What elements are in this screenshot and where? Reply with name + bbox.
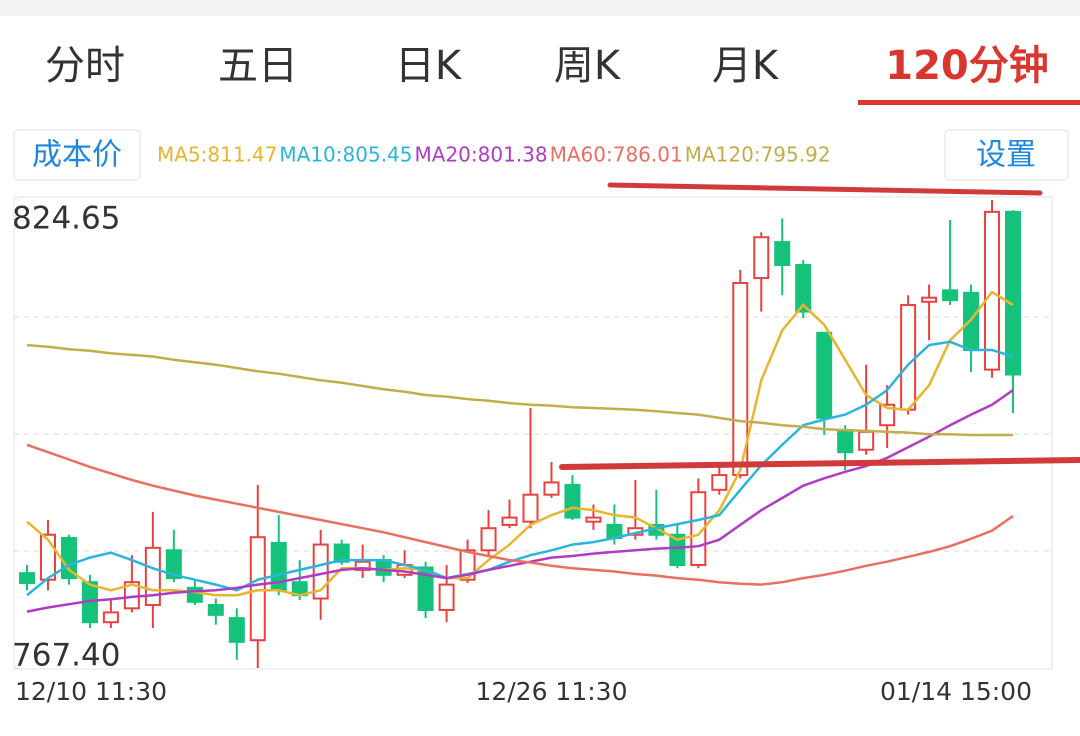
tab-bar: 分时 五日 日K 周K 月K 120分钟 [45,43,1080,105]
candle-body [753,236,770,280]
drawn-annotation [559,457,1080,470]
legend-entry: MA10:805.45 [279,143,412,167]
legend-entry: MA60:786.01 [550,143,683,167]
cost-button-label[interactable]: 成本价 [32,138,122,173]
candle-body [1005,210,1021,376]
candle-body [732,281,749,477]
candle-body [354,560,371,571]
ma-line [26,343,1013,437]
y-tick-label: 824.65 [12,201,120,237]
plot: 824.65 767.40 12/10 11:30 12/26 11:30 01/14 … [12,199,1052,706]
candle-body [102,611,119,624]
candle-body [564,483,581,519]
candle-body [858,430,875,451]
candle-body [165,549,182,580]
y-tick-label: 767.40 [12,638,120,674]
candle-body [669,533,686,566]
candle-body [417,566,434,611]
tab[interactable]: 五日 [218,43,298,89]
candle-body [19,572,35,584]
candle-body [480,527,497,552]
settings-button[interactable] [944,129,1069,181]
tab-underline [858,100,1080,105]
candle-body [774,241,791,266]
candle-body [249,536,266,642]
candle-body [795,263,812,313]
legend-entry: MA20:801.38 [415,143,548,167]
settings-button-label[interactable]: 设置 [976,138,1036,173]
candle-body [438,583,455,611]
tab[interactable]: 120分钟 [885,43,1049,89]
candle-body [921,296,938,303]
candle-body [942,289,959,302]
candle-body [900,304,917,411]
tab[interactable]: 日K [395,43,463,89]
candle-body [522,493,539,523]
tab[interactable]: 周K [554,43,622,89]
tab[interactable]: 月K [712,43,780,89]
candle-body [207,604,224,616]
candle-body [879,403,896,427]
x-tick-label: 01/14 15:00 [880,677,1032,706]
candle-body [333,543,350,563]
candle-body [501,516,518,526]
legend-entry: MA120:795.92 [685,143,831,167]
x-tick-label: 12/26 11:30 [475,677,627,706]
ma-line [26,340,1014,597]
tab[interactable]: 分时 [45,43,125,89]
plot-frame [13,196,1053,670]
candle-body [711,474,728,491]
candle-body [543,481,560,496]
drawn-annotation [607,182,1043,196]
ma-line [26,443,1014,586]
candle-body [228,617,245,643]
x-tick-label: 12/10 11:30 [15,677,167,706]
candle-body [816,331,833,419]
candle-body [837,429,854,454]
ma-legend: MA5:811.47 MA10:805.45 MA20:801.38 MA60:786… [157,143,831,167]
ma-line [26,389,1014,613]
status-strip [0,0,1080,16]
legend-entry: MA5:811.47 [157,143,277,167]
candle-body [585,516,602,523]
cost-button[interactable] [13,129,141,181]
